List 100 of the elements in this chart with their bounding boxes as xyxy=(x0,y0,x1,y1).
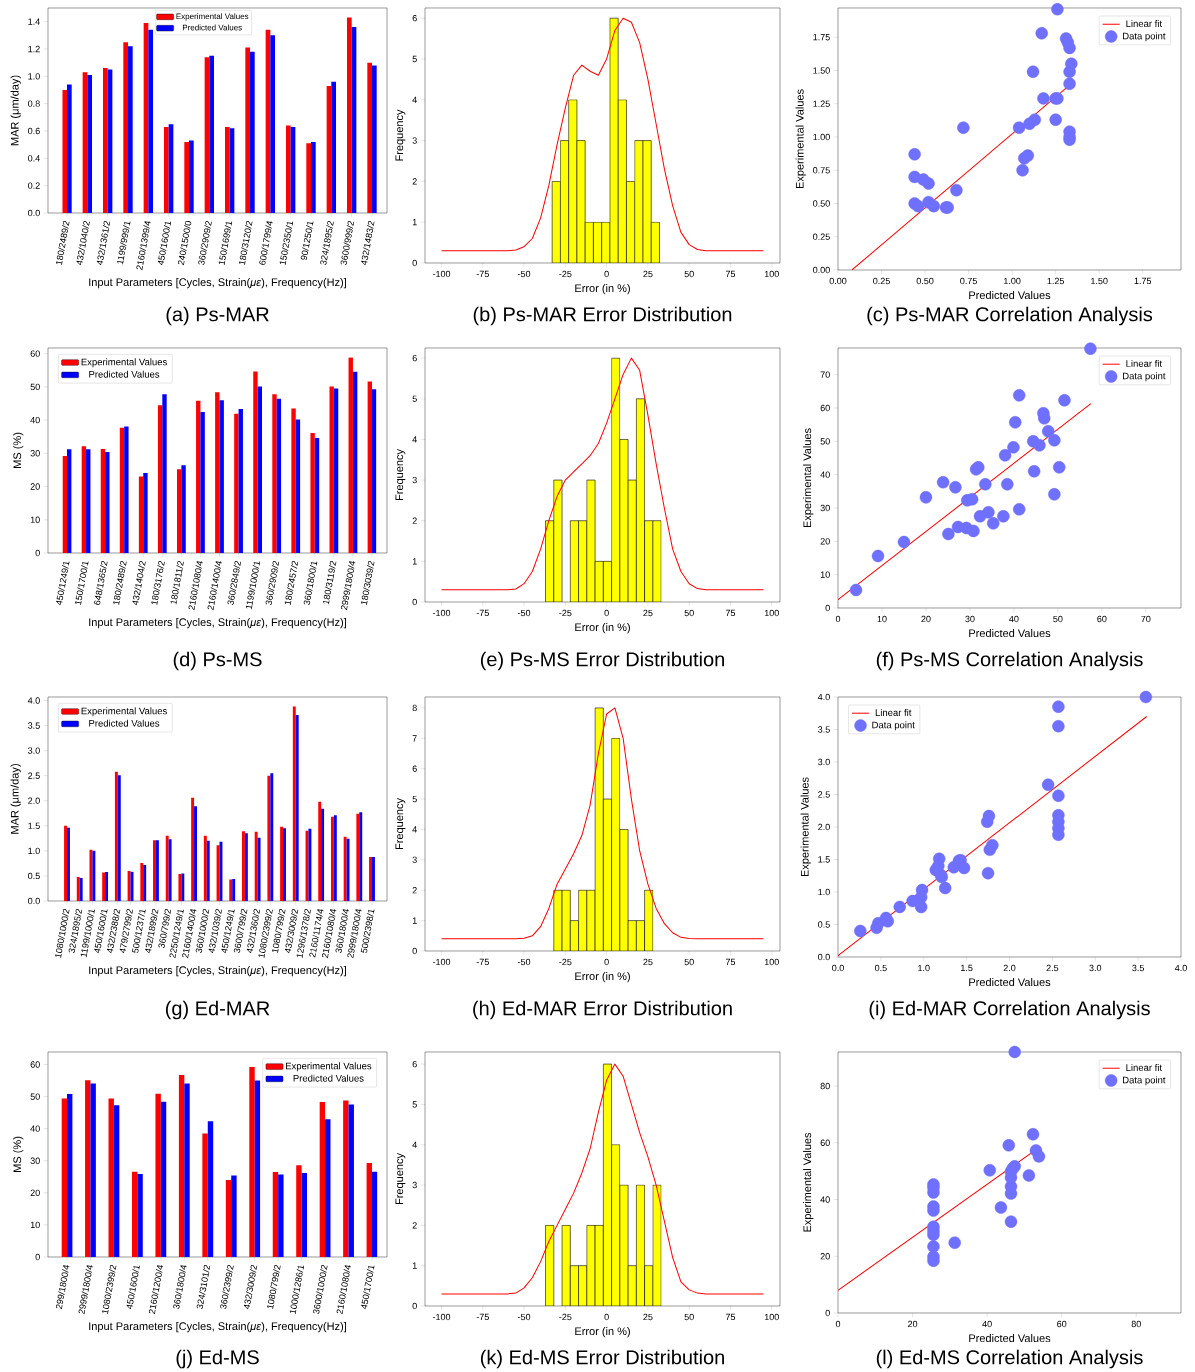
y-axis-title: MAR (μm/day) xyxy=(10,764,21,834)
x-axis-title: Error (in %) xyxy=(575,284,630,295)
legend-label: Linear fit xyxy=(1126,20,1162,28)
legend-label: Experimental Values xyxy=(81,707,167,717)
x-tick-label: 1.75 xyxy=(1134,277,1152,285)
x-tick-label: 50 xyxy=(1053,615,1063,623)
x-tick-label: 432/1360/2 xyxy=(246,909,261,954)
x-tick-label: 1000/1286/1 xyxy=(289,1265,305,1314)
y-axis-title: Experimental Values xyxy=(795,89,806,189)
x-axis-title: Error (in %) xyxy=(575,623,630,634)
x-tick-label: 60 xyxy=(1057,1320,1067,1328)
x-tick-label: 50 xyxy=(684,958,694,966)
x-tick-label: 150/2350/1 xyxy=(279,221,294,265)
x-tick-label: 0.25 xyxy=(873,277,890,285)
x-tick-label: 2160/1080/4 xyxy=(188,561,203,611)
y-tick-label: 0.0 xyxy=(28,209,40,217)
y-tick-label: 2.5 xyxy=(818,791,830,798)
x-tick-label: 2160/1200/4 xyxy=(148,1265,164,1315)
x-tick-label: 25 xyxy=(643,1313,653,1321)
y-tick-label: 3.0 xyxy=(818,758,830,766)
x-tick-label: 360/1000/2 xyxy=(195,909,210,954)
x-tick-label: 360/1800/1 xyxy=(303,561,318,606)
x-tick-label: 80 xyxy=(1131,1320,1141,1328)
y-tick-label: 4 xyxy=(412,826,417,833)
x-tick-label: 25 xyxy=(643,270,653,278)
x-tick-label: 180/2489/2 xyxy=(113,561,127,605)
y-tick-label: 1.5 xyxy=(28,822,40,829)
y-tick-label: 0.6 xyxy=(28,127,40,135)
x-tick-label: 648/1365/2 xyxy=(94,561,108,605)
x-tick-label: 0 xyxy=(604,609,609,617)
y-tick-label: 5 xyxy=(412,795,417,803)
legend-label: Predicted Values xyxy=(89,370,160,378)
x-tick-label: 432/1404/2 xyxy=(132,561,146,606)
legend-label: Experimental Values xyxy=(285,1062,372,1072)
y-tick-label: 0.50 xyxy=(813,200,830,207)
x-tick-label: 2.0 xyxy=(1003,964,1016,972)
x-tick-label: 1080/799/2 xyxy=(272,909,286,953)
y-axis-title: Frequency xyxy=(395,109,406,161)
y-tick-label: 1 xyxy=(412,558,417,565)
x-tick-label: 500/2398/1 xyxy=(360,909,375,954)
y-tick-label: 2.0 xyxy=(28,797,40,804)
x-tick-label: 180/3039/2 xyxy=(361,561,375,605)
x-tick-label: 1080/2399/2 xyxy=(102,1265,117,1314)
y-tick-label: 7 xyxy=(412,735,417,742)
x-tick-label: 450/1249/1 xyxy=(56,561,70,606)
x-axis-title: Predicted Values xyxy=(969,291,1051,300)
y-tick-label: 60 xyxy=(30,350,40,357)
x-tick-label: 3.5 xyxy=(1132,964,1145,972)
y-axis-title: Frequency xyxy=(395,1153,406,1205)
y-tick-label: 5 xyxy=(412,1101,417,1108)
y-tick-label: 10 xyxy=(30,1221,40,1229)
y-tick-label: 6 xyxy=(412,1060,417,1068)
x-tick-label: 50 xyxy=(684,609,694,617)
x-tick-label: 70 xyxy=(1141,615,1151,623)
y-tick-label: 50 xyxy=(30,1093,40,1100)
x-tick-label: 2250/1249/1 xyxy=(169,909,184,959)
x-tick-label: 360/2399/2 xyxy=(220,1265,234,1310)
y-tick-label: 30 xyxy=(820,504,830,512)
x-tick-label: 432/3009/2 xyxy=(243,1265,258,1310)
y-tick-label: 70 xyxy=(820,371,830,378)
y-tick-label: 0.8 xyxy=(28,100,40,107)
legend-label: Predicted Values xyxy=(182,24,242,31)
x-axis-title: Input Parameters [Cycles, Strain(με), Frequency(Hz)] xyxy=(89,618,346,629)
y-axis-title: MAR (μm/day) xyxy=(10,75,21,146)
x-tick-label: -75 xyxy=(476,1313,489,1321)
x-tick-label: 1080/2399/2 xyxy=(258,909,273,958)
x-tick-label: -100 xyxy=(432,958,451,966)
y-tick-label: 3.0 xyxy=(28,747,40,754)
x-axis-title: Input Parameters [Cycles, Strain(με), Frequency(Hz)] xyxy=(89,1322,346,1333)
x-tick-label: 360/2849/2 xyxy=(227,561,242,606)
y-tick-label: 4.0 xyxy=(817,693,830,701)
x-tick-label: 3.0 xyxy=(1089,964,1102,972)
y-tick-label: 20 xyxy=(820,538,830,545)
y-tick-label: 60 xyxy=(820,404,830,412)
x-tick-label: 180/3176/2 xyxy=(151,561,165,605)
x-tick-label: 360/799/2 xyxy=(158,909,172,949)
text: (c) Ps-MAR Correlation Analysis xyxy=(867,306,1153,326)
x-tick-label: 432/1899/2 xyxy=(145,909,159,954)
x-tick-label: 1080/1000/2 xyxy=(55,909,70,958)
y-tick-label: 20 xyxy=(30,483,40,490)
y-tick-label: 10 xyxy=(30,516,40,523)
y-tick-label: 1.5 xyxy=(818,856,830,863)
x-tick-label: 0 xyxy=(604,270,609,278)
y-tick-label: 0.75 xyxy=(813,167,830,174)
y-tick-label: 0 xyxy=(35,549,40,557)
x-tick-label: 360/1800/4 xyxy=(335,909,349,954)
legend-label: Experimental Values xyxy=(81,358,167,368)
x-tick-label: 1.5 xyxy=(961,964,973,972)
x-tick-label: 0 xyxy=(604,1313,609,1321)
x-tick-label: 2160/1080/4 xyxy=(336,1265,351,1315)
y-tick-label: 4 xyxy=(412,96,417,103)
x-tick-label: -75 xyxy=(476,609,489,617)
x-tick-label: 1296/1378/2 xyxy=(296,909,311,958)
y-axis-title: Frequency xyxy=(395,449,406,501)
x-tick-label: 0 xyxy=(835,1320,841,1328)
x-tick-label: 75 xyxy=(725,1313,736,1321)
text: (j) Ed-MS xyxy=(176,1349,259,1369)
y-tick-label: 50 xyxy=(30,383,40,391)
y-tick-label: 60 xyxy=(820,1139,830,1146)
x-tick-label: -25 xyxy=(559,270,572,278)
